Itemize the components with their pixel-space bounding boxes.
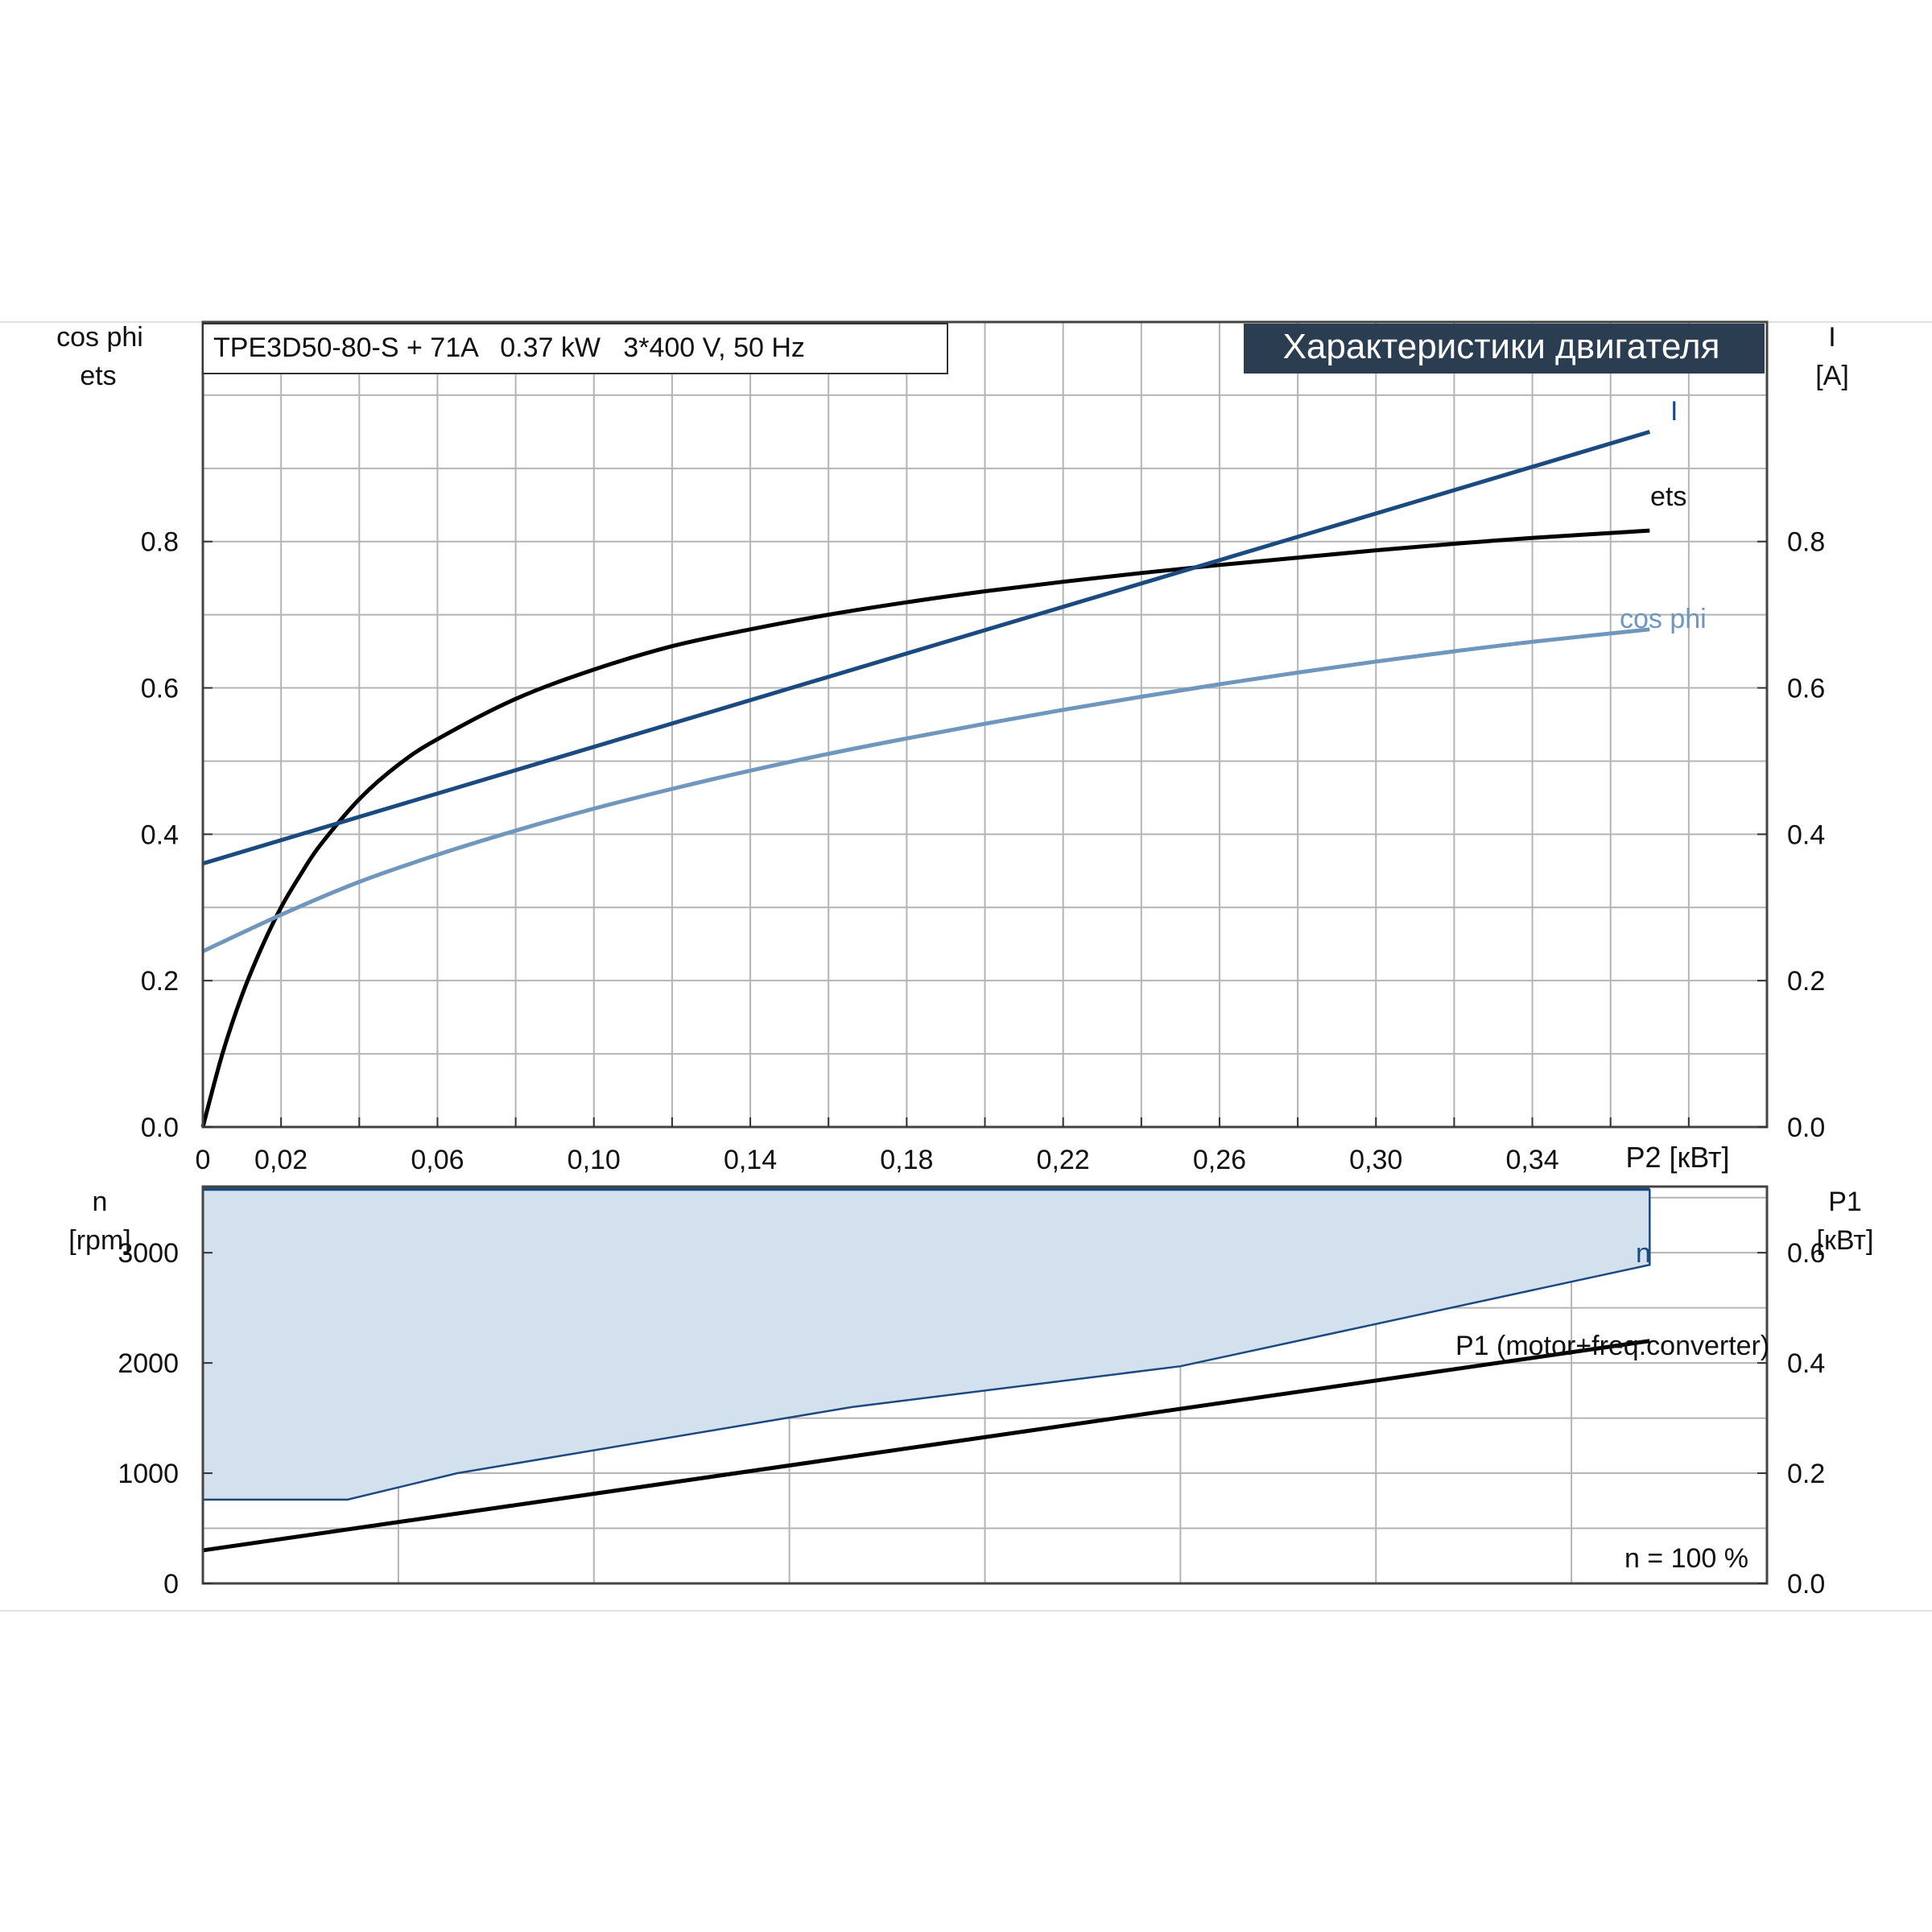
y-left-label-rpm: [rpm] (68, 1225, 130, 1256)
bottom-panel-series (202, 1187, 1651, 1553)
series-label-ets: ets (1650, 481, 1686, 512)
y-right-tick-label: 0.4 (1787, 1348, 1825, 1379)
y-right-tick-label: 0.2 (1787, 966, 1825, 997)
bottom-panel-frame (201, 1185, 1769, 1585)
series-label-i: I (1670, 396, 1678, 427)
speed-annotation: n = 100 % (1624, 1543, 1748, 1574)
x-tick-label: 0,34 (1505, 1145, 1558, 1175)
x-tick-label: 0,10 (568, 1145, 621, 1175)
x-tick-label: 0,30 (1349, 1145, 1402, 1175)
top-panel-axes: 0.0 0.0 0.2 0.2 0.4 0.4 0.6 0.6 0.8 0.8 0 0,02 0,06 0… (141, 527, 1826, 1175)
title-box (1244, 324, 1765, 374)
y-left-tick-label: 0.6 (141, 674, 179, 704)
y-right-tick-label: 0.6 (1787, 674, 1825, 704)
y-right-tick-label: 0.2 (1787, 1459, 1825, 1489)
x-tick-label: 0,06 (411, 1145, 464, 1175)
y-right-tick-label: 0.8 (1787, 527, 1825, 558)
y-right-label-a: [A] (1815, 361, 1849, 391)
y-left-label-cosphi: cos phi (56, 322, 143, 353)
y-left-tick-label: 1000 (118, 1459, 179, 1489)
x-tick-label: 0,22 (1037, 1145, 1090, 1175)
ets-curve (200, 528, 1650, 1128)
speed-range-area (203, 1188, 1650, 1500)
y-right-tick-label: 0.4 (1787, 819, 1825, 850)
y-left-tick-label: 3000 (118, 1238, 179, 1269)
x-axis-label: P2 [кВт] (1625, 1141, 1729, 1174)
y-right-tick-label: 0.0 (1787, 1569, 1825, 1600)
y-right-label-p1: P1 (1828, 1187, 1862, 1217)
y-left-tick-label: 2000 (118, 1348, 179, 1379)
top-panel-series (200, 430, 1651, 1128)
x-tick-label: 0,02 (254, 1145, 308, 1175)
series-label-cosphi: cos phi (1620, 604, 1707, 634)
y-left-tick-label: 0.0 (141, 1113, 179, 1143)
speed-min-line (202, 1188, 1651, 1501)
model-label-box (202, 323, 948, 374)
y-right-tick-label: 0.6 (1787, 1238, 1825, 1269)
model-label: TPE3D50-80-S + 71A 0.37 kW 3*400 V, 50 H… (213, 332, 805, 363)
x-tick-label: 0,14 (724, 1145, 777, 1175)
series-label-n: n (1636, 1238, 1651, 1269)
chart-title: Характеристики двигателя (1283, 327, 1720, 366)
y-left-tick-label: 0.8 (141, 527, 179, 558)
cosphi-curve (201, 627, 1650, 954)
y-right-label-i: I (1828, 322, 1835, 353)
current-curve (202, 430, 1651, 866)
p1-line (202, 1339, 1650, 1553)
y-left-tick-label: 0 (163, 1569, 179, 1600)
y-left-tick-label: 0.4 (141, 819, 179, 850)
y-left-label-n: n (93, 1187, 108, 1217)
y-left-label-ets: ets (80, 361, 116, 391)
bottom-panel-axes: 0 1000 2000 3000 0.0 0.2 0.4 0.6 (118, 1238, 1825, 1600)
y-left-tick-label: 0.2 (141, 966, 179, 997)
y-right-tick-label: 0.0 (1787, 1113, 1825, 1143)
x-tick-label: 0 (196, 1145, 211, 1175)
y-right-label-kw: [кВт] (1817, 1225, 1874, 1256)
x-tick-label: 0,18 (880, 1145, 933, 1175)
series-label-p1: P1 (motor+freq.converter) (1455, 1331, 1769, 1361)
x-tick-label: 0,26 (1193, 1145, 1246, 1175)
